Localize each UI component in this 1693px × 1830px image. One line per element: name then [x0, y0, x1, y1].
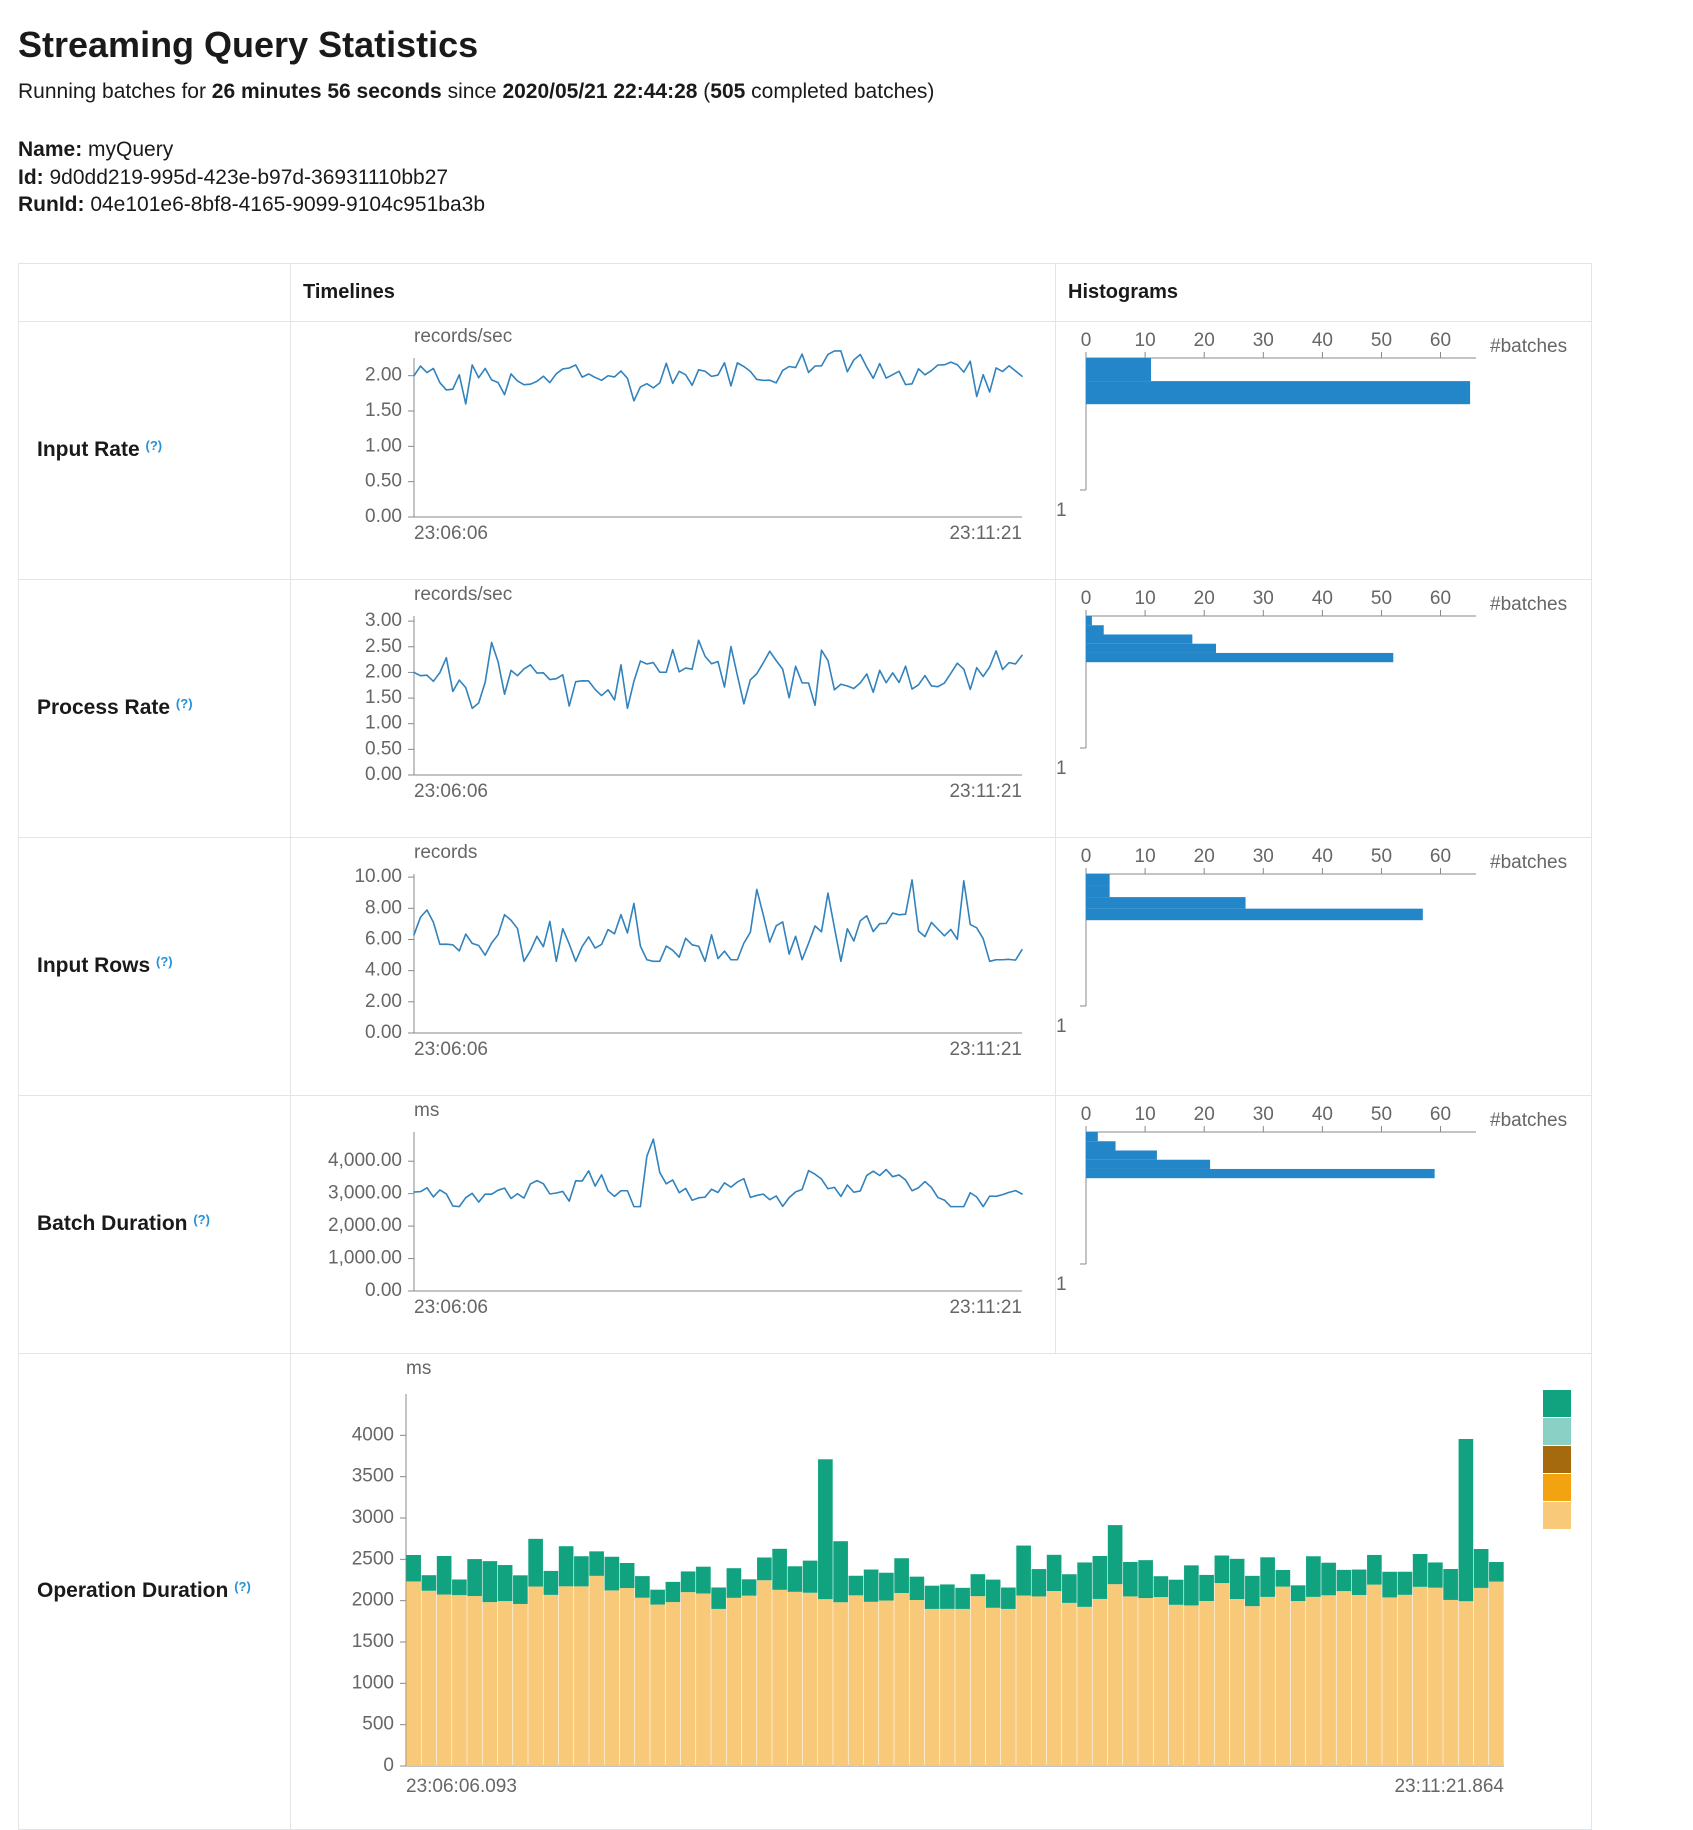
svg-text:#batches: #batches	[1490, 594, 1567, 615]
svg-text:20: 20	[1194, 330, 1215, 351]
svg-text:30: 30	[1253, 846, 1274, 867]
svg-text:1,000.00: 1,000.00	[328, 1247, 402, 1268]
svg-text:23:11:21: 23:11:21	[949, 523, 1022, 544]
svg-text:23:06:06.093: 23:06:06.093	[406, 1776, 517, 1797]
svg-text:23:11:21.864: 23:11:21.864	[1394, 1776, 1504, 1797]
svg-text:0.00: 0.00	[365, 1280, 402, 1301]
svg-text:0.00: 0.00	[365, 1022, 402, 1043]
svg-text:2.00: 2.00	[365, 990, 402, 1011]
svg-text:20: 20	[1194, 588, 1215, 609]
svg-text:10.00: 10.00	[354, 866, 402, 887]
svg-text:20: 20	[1194, 1104, 1215, 1125]
svg-text:2,000.00: 2,000.00	[328, 1215, 402, 1236]
svg-text:0: 0	[1081, 846, 1092, 867]
svg-text:40: 40	[1312, 588, 1333, 609]
svg-text:23:06:06: 23:06:06	[414, 781, 488, 802]
svg-text:1.50: 1.50	[365, 400, 402, 421]
svg-text:1: 1	[1056, 1016, 1067, 1037]
svg-text:20: 20	[1194, 846, 1215, 867]
svg-text:1.00: 1.00	[365, 435, 402, 456]
svg-text:4.00: 4.00	[365, 959, 402, 980]
svg-text:3500: 3500	[352, 1465, 394, 1486]
svg-text:30: 30	[1253, 1104, 1274, 1125]
svg-text:2000: 2000	[352, 1589, 394, 1610]
svg-text:10: 10	[1135, 330, 1156, 351]
svg-text:0: 0	[1081, 588, 1092, 609]
svg-text:10: 10	[1135, 588, 1156, 609]
svg-text:60: 60	[1430, 846, 1451, 867]
svg-text:1.50: 1.50	[365, 687, 402, 708]
svg-text:6.00: 6.00	[365, 928, 402, 949]
svg-text:2.00: 2.00	[365, 364, 402, 385]
svg-text:1.00: 1.00	[365, 712, 402, 733]
svg-text:ms: ms	[414, 1100, 439, 1121]
svg-text:4000: 4000	[352, 1424, 394, 1445]
svg-text:60: 60	[1430, 588, 1451, 609]
svg-text:#batches: #batches	[1490, 852, 1567, 873]
svg-text:0: 0	[1081, 330, 1092, 351]
svg-text:23:06:06: 23:06:06	[414, 1297, 488, 1318]
svg-text:23:11:21: 23:11:21	[949, 781, 1022, 802]
svg-text:records/sec: records/sec	[414, 326, 512, 347]
svg-text:10: 10	[1135, 1104, 1156, 1125]
svg-text:50: 50	[1371, 588, 1392, 609]
svg-text:40: 40	[1312, 330, 1333, 351]
svg-text:4,000.00: 4,000.00	[328, 1150, 402, 1171]
svg-text:23:11:21: 23:11:21	[949, 1039, 1022, 1060]
svg-text:3.00: 3.00	[365, 610, 402, 631]
svg-text:1500: 1500	[352, 1631, 394, 1652]
svg-text:10: 10	[1135, 846, 1156, 867]
svg-text:23:11:21: 23:11:21	[949, 1297, 1022, 1318]
svg-text:40: 40	[1312, 1104, 1333, 1125]
svg-text:40: 40	[1312, 846, 1333, 867]
svg-text:records/sec: records/sec	[414, 584, 512, 605]
svg-text:30: 30	[1253, 588, 1274, 609]
svg-text:0: 0	[383, 1755, 394, 1776]
svg-text:1: 1	[1056, 758, 1067, 779]
svg-text:500: 500	[362, 1713, 394, 1734]
svg-text:50: 50	[1371, 846, 1392, 867]
svg-text:3,000.00: 3,000.00	[328, 1182, 402, 1203]
svg-text:records: records	[414, 842, 477, 863]
svg-text:0.00: 0.00	[365, 764, 402, 785]
svg-text:1: 1	[1056, 1274, 1067, 1295]
svg-text:50: 50	[1371, 1104, 1392, 1125]
svg-text:60: 60	[1430, 330, 1451, 351]
svg-text:2500: 2500	[352, 1548, 394, 1569]
svg-text:1: 1	[1056, 500, 1067, 521]
svg-text:#batches: #batches	[1490, 1110, 1567, 1131]
svg-text:60: 60	[1430, 1104, 1451, 1125]
svg-text:0.50: 0.50	[365, 470, 402, 491]
svg-text:23:06:06: 23:06:06	[414, 523, 488, 544]
svg-text:2.00: 2.00	[365, 661, 402, 682]
svg-text:#batches: #batches	[1490, 336, 1567, 357]
svg-text:0.00: 0.00	[365, 506, 402, 527]
svg-text:8.00: 8.00	[365, 897, 402, 918]
svg-text:1000: 1000	[352, 1672, 394, 1693]
svg-text:50: 50	[1371, 330, 1392, 351]
svg-text:3000: 3000	[352, 1507, 394, 1528]
svg-text:30: 30	[1253, 330, 1274, 351]
svg-text:2.50: 2.50	[365, 635, 402, 656]
svg-text:0: 0	[1081, 1104, 1092, 1125]
svg-text:23:06:06: 23:06:06	[414, 1039, 488, 1060]
svg-text:ms: ms	[406, 1358, 431, 1379]
svg-text:0.50: 0.50	[365, 738, 402, 759]
